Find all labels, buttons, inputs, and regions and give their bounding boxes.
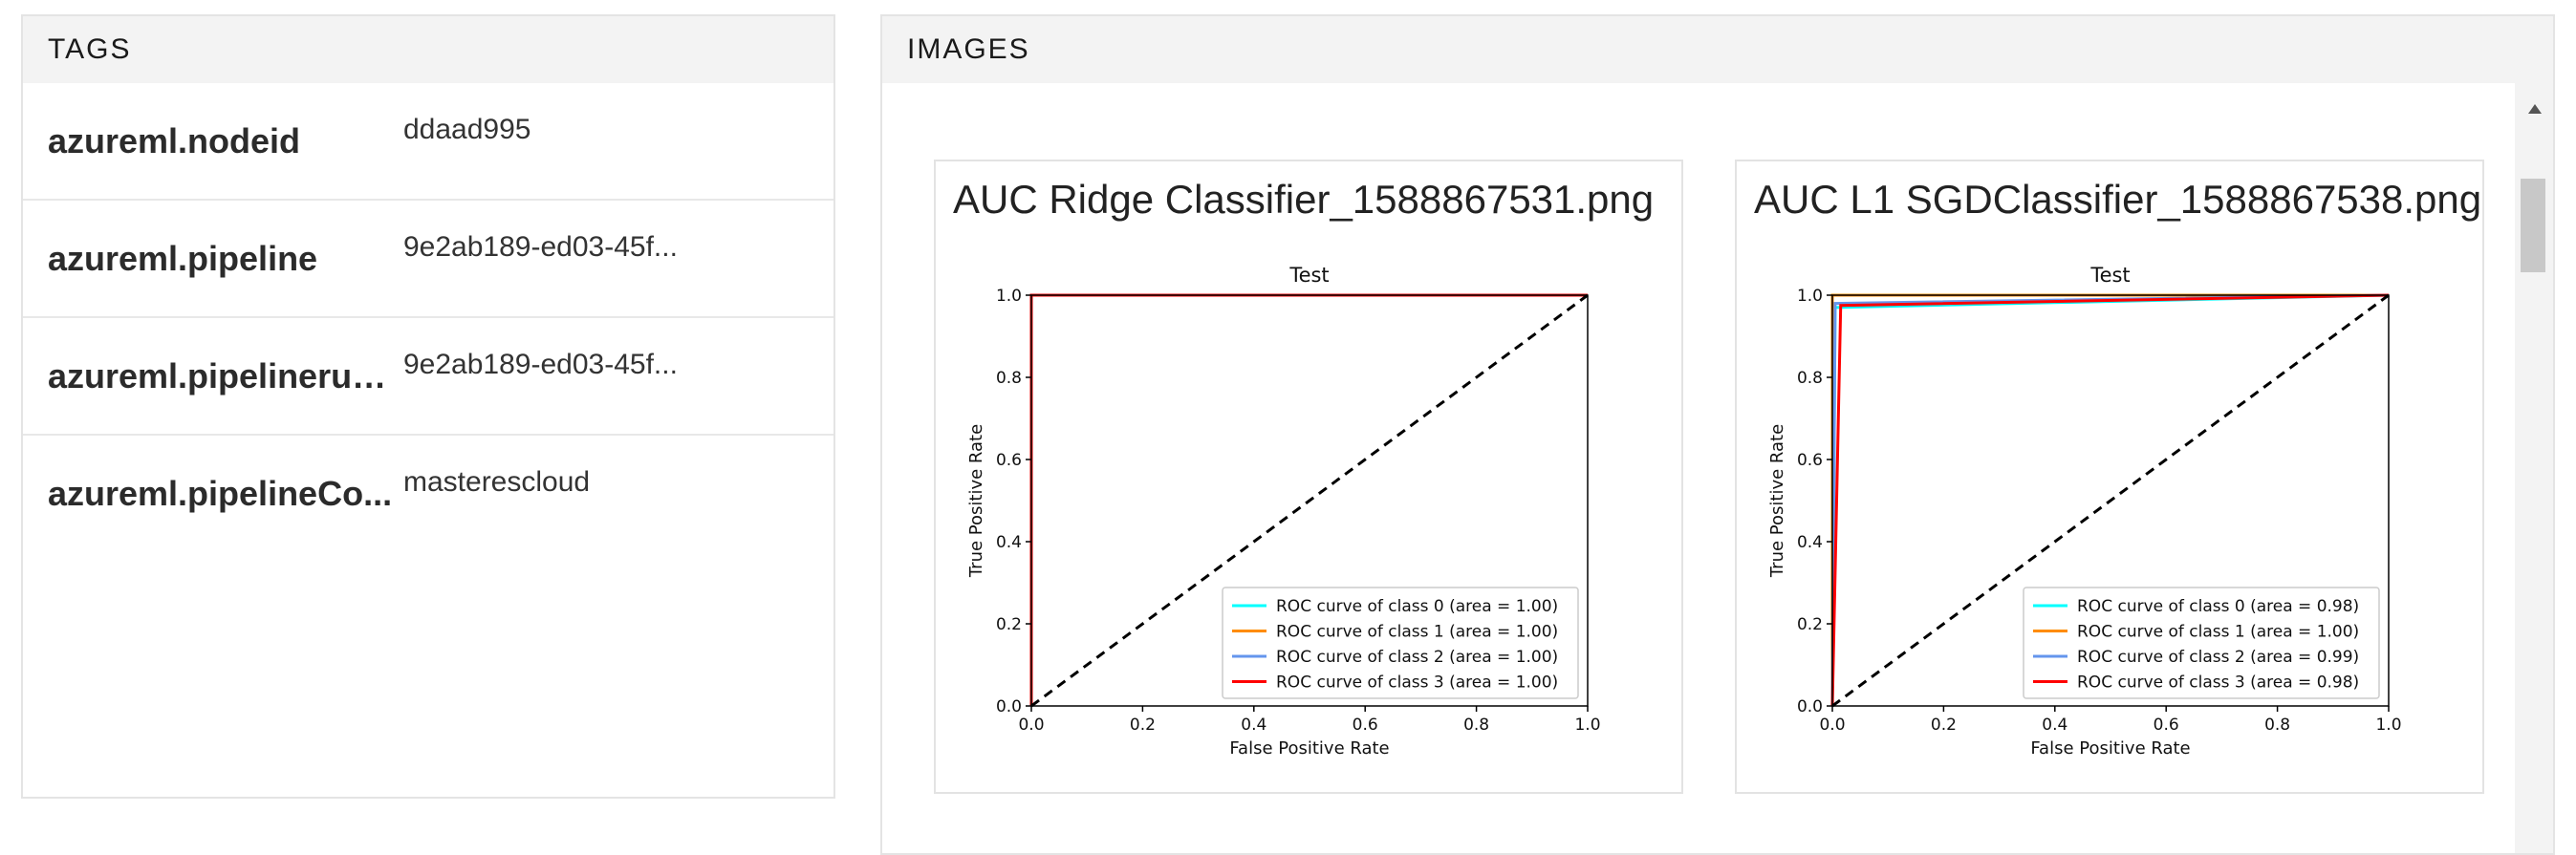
tags-list: azureml.nodeid ddaad995 azureml.pipeline…	[23, 83, 833, 553]
chart-legend: ROC curve of class 0 (area = 0.98) ROC cu…	[2023, 587, 2380, 699]
tags-header: TAGS	[23, 16, 833, 83]
y-tick-label: 1.0	[996, 287, 1022, 306]
legend-box	[2023, 587, 2380, 699]
roc-curve-line	[1830, 293, 2390, 707]
chart-legend: ROC curve of class 0 (area = 1.00) ROC cu…	[1222, 587, 1579, 699]
image-card[interactable]: AUC Ridge Classifier_1588867531.png Test…	[934, 160, 1683, 794]
legend-entry: ROC curve of class 2 (area = 1.00)	[1276, 648, 1558, 667]
legend-entry: ROC curve of class 1 (area = 1.00)	[1276, 623, 1558, 642]
images-scroll-area[interactable]: AUC Ridge Classifier_1588867531.png Test…	[882, 83, 2515, 853]
legend-box	[1222, 587, 1579, 699]
tag-row: azureml.pipeline 9e2ab189-ed03-45f...	[23, 201, 833, 318]
chance-diagonal-line	[1831, 293, 2390, 708]
y-tick-label: 0.2	[1797, 615, 1823, 634]
y-tick-label: 0.8	[1797, 369, 1823, 388]
x-tick-label: 0.8	[2264, 716, 2290, 735]
chart-title: Test	[2089, 264, 2130, 287]
x-tick-label: 1.0	[2375, 716, 2401, 735]
tag-value: 9e2ab189-ed03-45f...	[403, 231, 678, 263]
legend-entry: ROC curve of class 1 (area = 1.00)	[2077, 623, 2359, 642]
x-tick-label: 0.4	[2042, 716, 2067, 735]
x-tick-label: 1.0	[1574, 716, 1600, 735]
y-tick-label: 0.4	[996, 533, 1022, 552]
y-tick-label: 0.0	[1797, 697, 1823, 716]
image-card[interactable]: AUC L1 SGDClassifier_1588867538.png Test…	[1735, 160, 2484, 794]
x-tick-label: 0.0	[1819, 716, 1845, 735]
x-tick-label: 0.4	[1241, 716, 1266, 735]
legend-entry: ROC curve of class 3 (area = 0.98)	[2077, 673, 2359, 693]
tag-value: 9e2ab189-ed03-45f...	[403, 349, 678, 380]
legend-entry: ROC curve of class 2 (area = 0.99)	[2077, 648, 2359, 667]
x-tick-label: 0.2	[1130, 716, 1156, 735]
x-tick-label: 0.8	[1463, 716, 1489, 735]
tag-value: ddaad995	[403, 114, 531, 145]
x-axis-label: False Positive Rate	[1229, 738, 1389, 759]
tag-key: azureml.pipelinerunid	[48, 356, 403, 395]
tag-value: masterescloud	[403, 466, 591, 498]
image-card-title: AUC L1 SGDClassifier_1588867538.png	[1754, 177, 2482, 222]
roc-chart: Test 0.0 0.2 0.4 0.6 0.8 1.0 0.0 0.2 0.4 0.6 0.8 1.0…	[1767, 264, 2402, 759]
y-tick-label: 0.2	[996, 615, 1022, 634]
tag-row: azureml.pipelinerunid 9e2ab189-ed03-45f.…	[23, 318, 833, 436]
legend-entry: ROC curve of class 3 (area = 1.00)	[1276, 673, 1558, 693]
images-panel: IMAGES AUC Ridge Classifier_1588867531.p…	[880, 14, 2555, 855]
image-card-title: AUC Ridge Classifier_1588867531.png	[953, 177, 1655, 222]
x-tick-label: 0.0	[1018, 716, 1044, 735]
plot-frame	[1831, 294, 2390, 707]
legend-entry: ROC curve of class 0 (area = 0.98)	[2077, 597, 2359, 616]
y-axis-label: True Positive Rate	[966, 424, 986, 578]
y-tick-label: 0.6	[996, 451, 1022, 470]
roc-chart: Test 0.0 0.2 0.4 0.6 0.8 1.0 0.0 0.2 0.4 0.6 0.8 1.0…	[966, 264, 1601, 759]
plot-frame	[1030, 294, 1589, 707]
x-tick-label: 0.6	[2154, 716, 2179, 735]
y-tick-label: 0.6	[1797, 451, 1823, 470]
y-axis-label: True Positive Rate	[1767, 424, 1787, 578]
tag-key: azureml.pipelineCo...	[48, 474, 393, 513]
chart-title: Test	[1288, 264, 1329, 287]
tag-row: azureml.pipelineCo... masterescloud	[23, 436, 833, 553]
y-tick-label: 1.0	[1797, 287, 1823, 306]
x-axis-label: False Positive Rate	[2030, 738, 2190, 759]
y-tick-label: 0.4	[1797, 533, 1823, 552]
images-header: IMAGES	[882, 16, 2553, 83]
tag-row: azureml.nodeid ddaad995	[23, 83, 833, 201]
x-tick-label: 0.6	[1353, 716, 1378, 735]
chance-diagonal-line	[1030, 293, 1589, 708]
y-tick-label: 0.0	[996, 697, 1022, 716]
tag-key: azureml.pipeline	[48, 239, 318, 278]
tag-key: azureml.nodeid	[48, 121, 301, 160]
legend-entry: ROC curve of class 0 (area = 1.00)	[1276, 597, 1558, 616]
y-tick-label: 0.8	[996, 369, 1022, 388]
tags-panel: TAGS azureml.nodeid ddaad995 azureml.pip…	[21, 14, 835, 799]
vertical-scrollbar[interactable]	[2515, 83, 2553, 853]
scroll-up-arrow-icon[interactable]	[2528, 104, 2542, 114]
scroll-thumb[interactable]	[2521, 179, 2545, 272]
x-tick-label: 0.2	[1931, 716, 1957, 735]
